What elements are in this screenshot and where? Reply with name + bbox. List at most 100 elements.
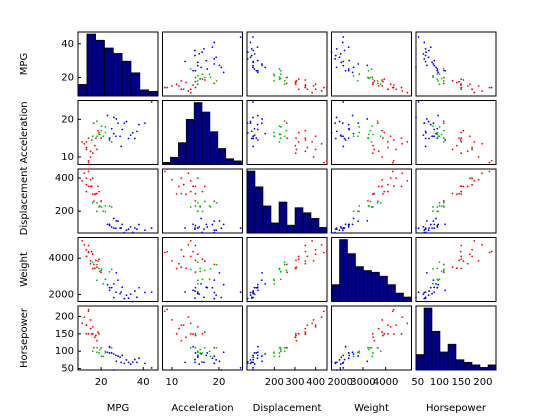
point <box>458 137 460 140</box>
point <box>189 190 192 193</box>
point <box>442 120 445 123</box>
point <box>428 290 430 292</box>
panel <box>77 305 159 371</box>
point <box>213 297 216 300</box>
point <box>211 223 214 226</box>
point <box>425 64 428 67</box>
point <box>460 258 463 261</box>
point <box>370 206 373 208</box>
point <box>213 229 216 232</box>
histogram-bar <box>310 218 320 234</box>
point <box>432 125 434 127</box>
point <box>273 74 276 77</box>
point <box>369 76 372 79</box>
y-axis-label: Displacement <box>19 167 30 236</box>
point <box>415 227 417 230</box>
point <box>381 319 384 321</box>
point <box>196 202 199 204</box>
point <box>81 180 84 182</box>
point <box>432 210 434 213</box>
point <box>348 59 351 62</box>
point <box>89 327 92 330</box>
point <box>102 210 105 213</box>
point <box>250 47 253 50</box>
point <box>255 352 258 354</box>
point <box>171 84 173 87</box>
point <box>196 177 199 179</box>
point <box>213 82 216 85</box>
point <box>347 226 350 228</box>
point <box>357 122 360 124</box>
point <box>256 46 259 49</box>
point <box>264 353 267 355</box>
point <box>442 270 445 273</box>
point <box>110 286 113 289</box>
point <box>133 358 136 361</box>
y-axis-label: Horsepower <box>19 307 30 368</box>
point <box>83 172 86 175</box>
point <box>215 202 218 204</box>
point <box>213 63 216 65</box>
point <box>306 324 309 327</box>
point <box>373 339 376 342</box>
point <box>372 352 374 354</box>
point <box>187 316 190 319</box>
point <box>304 150 307 153</box>
point <box>339 225 342 228</box>
y-axis-label: MPG <box>19 53 30 75</box>
point <box>203 185 206 188</box>
point <box>377 82 379 85</box>
point <box>314 325 317 328</box>
point <box>322 86 325 89</box>
point <box>415 116 417 119</box>
point <box>250 297 253 300</box>
point <box>314 148 317 151</box>
point <box>358 73 361 76</box>
point <box>120 145 123 148</box>
point <box>222 223 225 226</box>
point <box>392 139 395 141</box>
point <box>87 137 90 140</box>
panel <box>162 31 243 97</box>
point <box>92 263 95 266</box>
point <box>180 192 183 195</box>
point <box>424 47 427 50</box>
point <box>171 319 173 321</box>
point <box>215 79 218 82</box>
point <box>252 354 254 357</box>
point <box>458 259 460 262</box>
x-tick-label: 40 <box>137 377 150 388</box>
point <box>283 120 286 123</box>
point <box>85 141 88 143</box>
point <box>110 226 113 228</box>
point <box>433 135 436 138</box>
point <box>304 333 307 336</box>
x-tick-label: 200 <box>473 377 492 388</box>
point <box>211 357 214 360</box>
histogram-bar <box>439 351 449 371</box>
y-tick-label: 4000 <box>49 253 74 264</box>
point <box>150 227 153 230</box>
point <box>424 297 427 300</box>
point <box>389 135 392 138</box>
point <box>100 125 103 127</box>
point <box>209 355 212 358</box>
point <box>194 297 196 300</box>
point <box>108 139 111 141</box>
x-tick-label: 50 <box>411 377 424 388</box>
point <box>257 139 259 141</box>
point <box>386 332 389 335</box>
point <box>123 362 126 365</box>
point <box>490 86 493 89</box>
x-tick-label: 200 <box>265 377 284 388</box>
point <box>93 336 96 339</box>
point <box>144 291 146 294</box>
point <box>108 137 111 140</box>
point <box>325 159 328 162</box>
point <box>213 58 216 60</box>
point <box>192 69 194 72</box>
point <box>436 286 439 289</box>
point <box>91 202 94 204</box>
point <box>294 144 297 147</box>
point <box>252 64 254 67</box>
